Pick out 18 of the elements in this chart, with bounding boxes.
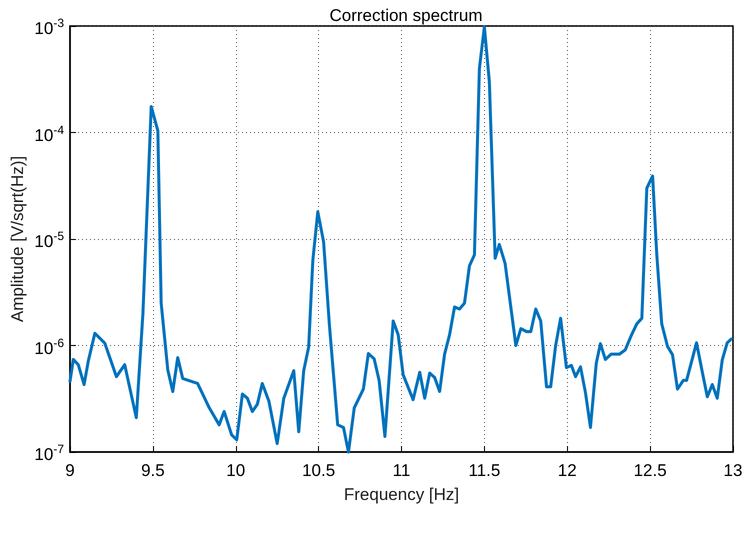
x-tick-label: 11 [392,461,410,480]
y-tick-label: 10$^{-7}$ [34,441,64,465]
y-tick-label: 10$^{-3}$ [34,15,64,39]
line-series [68,25,733,454]
y-tick-label: 10$^{-4}$ [34,122,64,146]
y-tick-label: 10$^{-6}$ [34,334,64,358]
x-tick-label: 10.5 [302,461,336,480]
x-tick-label: 10 [226,461,246,480]
x-tick-label: 12 [558,461,577,480]
x-tick-label: 12.5 [634,461,667,480]
x-tick-label: 13 [724,461,742,480]
chart-title: Correction spectrum [329,6,483,25]
x-tick-label: 9.5 [141,461,165,480]
x-axis-title: Frequency [Hz] [344,485,460,504]
y-tick-label: 10$^{-5}$ [34,228,64,252]
x-tick-label: 11.5 [468,461,500,480]
y-axis-title: Amplitude [V/sqrt(Hz)] [8,156,27,322]
x-tick-label: 9 [65,461,75,480]
